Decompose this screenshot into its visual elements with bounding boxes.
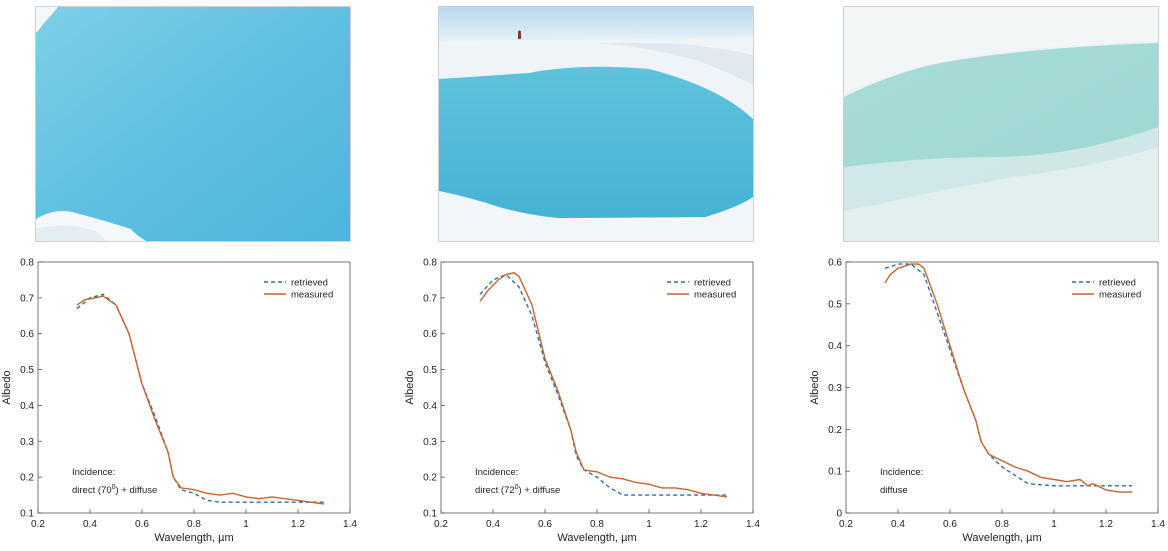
y-tick-label: 0.3	[828, 383, 842, 394]
y-tick-label: 0.2	[423, 473, 437, 484]
y-tick-label: 0.2	[828, 425, 842, 436]
y-tick-label: 0.4	[828, 341, 842, 352]
x-tick-label: 1.2	[291, 519, 305, 530]
x-tick-label: 0.4	[83, 519, 97, 530]
incidence-annotation-title: Incidence:	[880, 467, 923, 478]
x-tick-label: 0.6	[538, 519, 552, 530]
y-tick-label: 0.6	[423, 329, 437, 340]
y-tick-label: 0.7	[423, 293, 437, 304]
y-tick-label: 0.5	[20, 365, 34, 376]
incidence-annotation-detail: direct (700) + diffuse	[72, 484, 157, 496]
legend-label-retrieved: retrieved	[694, 278, 731, 289]
melt-pond-overcast-photo	[843, 6, 1159, 242]
x-tick-label: 0.6	[943, 519, 957, 530]
x-tick-label: 1	[646, 519, 652, 530]
y-tick-label: 0.1	[423, 509, 437, 520]
y-tick-label: 0.6	[20, 329, 34, 340]
legend-label-measured: measured	[694, 290, 736, 301]
albedo-chart-2: 0.2 0.4 0.6 0.8 1 1.2 1.40.10.20.30.40.50.60.7…	[404, 258, 760, 545]
panel-2: 0.2 0.4 0.6 0.8 1 1.2 1.4 0.1 0.2 0.3 0.4 0.5 0.6 0.7…	[403, 0, 793, 551]
legend-label-measured: measured	[291, 290, 333, 301]
panel-1: 0.2 0.4 0.6 0.8 1 1.2 1.4 0.1 0.2 0.3 0.4 0.5 0.6 0.7…	[0, 0, 390, 551]
x-axis-label: Wavelength, µm	[154, 532, 233, 544]
x-tick-label: 1.4	[746, 519, 760, 530]
melt-pond-with-figure-photo	[438, 6, 754, 242]
legend-label-retrieved: retrieved	[291, 278, 328, 289]
y-axis-label: Albedo	[1, 370, 13, 404]
y-tick-label: 0.5	[828, 299, 842, 310]
x-tick-label: 1	[243, 519, 249, 530]
melt-pond-closeup-photo	[35, 6, 351, 242]
x-tick-label: 1.4	[1151, 519, 1165, 530]
y-tick-label: 0.8	[423, 258, 437, 269]
incidence-annotation-title: Incidence:	[475, 467, 518, 478]
legend-label-retrieved: retrieved	[1099, 278, 1136, 289]
x-tick-label: 1.4	[343, 519, 357, 530]
y-tick-label: 0.5	[423, 365, 437, 376]
series-line-measured	[479, 272, 728, 498]
series-line-measured	[884, 263, 1132, 493]
y-tick-label: 0.8	[20, 258, 34, 269]
y-tick-label: 0.1	[20, 509, 34, 520]
x-tick-label: 0.2	[839, 519, 853, 530]
x-axis-label: Wavelength, µm	[557, 532, 636, 544]
x-axis-label: Wavelength, µm	[962, 532, 1041, 544]
x-tick-label: 0.8	[187, 519, 201, 530]
series-line-retrieved	[479, 273, 727, 496]
x-tick-label: 0.2	[31, 519, 45, 530]
panel-3: 0.2 0.4 0.6 0.8 1 1.2 1.4 0 0.1 0.2 0.3 0.4 0.5 0.6 Wa…	[808, 0, 1168, 551]
y-tick-label: 0.2	[20, 473, 34, 484]
x-tick-label: 0.6	[135, 519, 149, 530]
y-tick-label: 0.4	[20, 401, 34, 412]
x-tick-label: 1.2	[1099, 519, 1113, 530]
y-tick-label: 0.3	[20, 437, 34, 448]
y-tick-label: 0.6	[828, 258, 842, 269]
x-tick-label: 1.2	[694, 519, 708, 530]
x-tick-label: 0.2	[434, 519, 448, 530]
x-tick-label: 0.4	[891, 519, 905, 530]
y-tick-label: 0	[836, 509, 842, 520]
albedo-chart-1: 0.2 0.4 0.6 0.8 1 1.2 1.40.10.20.30.40.50.60.7…	[1, 258, 357, 545]
x-tick-label: 1	[1051, 519, 1057, 530]
y-axis-label: Albedo	[809, 370, 821, 404]
x-tick-label: 0.4	[486, 519, 500, 530]
series-line-measured	[76, 295, 325, 505]
x-tick-label: 0.8	[590, 519, 604, 530]
incidence-annotation-detail: direct (720) + diffuse	[475, 484, 560, 496]
legend-label-measured: measured	[1099, 290, 1141, 301]
series-line-retrieved	[884, 263, 1132, 487]
albedo-chart-3: 0.2 0.4 0.6 0.8 1 1.2 1.4 0 0.1 0.2 0.3 0.4 0.5 0.6 Wa…	[809, 258, 1165, 545]
y-tick-label: 0.1	[828, 467, 842, 478]
y-tick-label: 0.7	[20, 293, 34, 304]
incidence-annotation-detail: diffuse	[880, 485, 908, 496]
x-tick-label: 0.8	[995, 519, 1009, 530]
y-tick-label: 0.4	[423, 401, 437, 412]
y-tick-label: 0.3	[423, 437, 437, 448]
incidence-annotation-title: Incidence:	[72, 467, 115, 478]
y-axis-label: Albedo	[404, 370, 416, 404]
